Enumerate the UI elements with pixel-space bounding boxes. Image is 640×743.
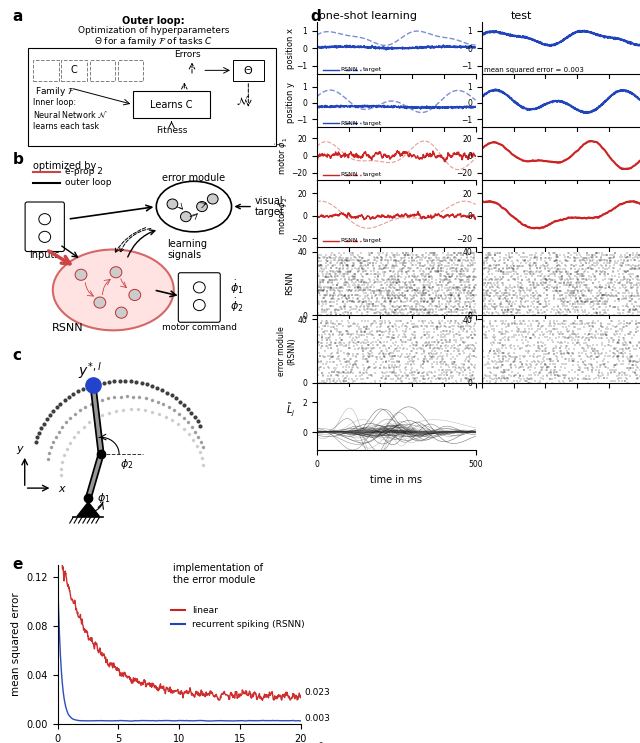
Text: $\mathcal{N}$: $\mathcal{N}$ (236, 94, 250, 107)
Text: C: C (71, 65, 77, 75)
Circle shape (94, 297, 106, 308)
Bar (90, 59, 115, 81)
Text: mean squared error = 0.003: mean squared error = 0.003 (484, 67, 584, 73)
Circle shape (39, 214, 51, 224)
Polygon shape (77, 502, 99, 516)
Text: $\Theta$: $\Theta$ (243, 65, 253, 77)
Text: Optimization of hyperparameters: Optimization of hyperparameters (78, 26, 229, 35)
Circle shape (193, 299, 205, 311)
Legend: linear, recurrent spiking (RSNN): linear, recurrent spiking (RSNN) (168, 603, 308, 632)
X-axis label: time in ms: time in ms (370, 475, 422, 484)
Text: $\phi_2$: $\phi_2$ (120, 457, 134, 471)
Text: $\Theta$ for a family $\mathcal{F}$ of tasks $C$: $\Theta$ for a family $\mathcal{F}$ of t… (94, 36, 213, 48)
Text: target: target (362, 120, 382, 126)
Circle shape (129, 290, 141, 300)
Y-axis label: motor $\dot{\phi}_1$: motor $\dot{\phi}_1$ (274, 137, 290, 175)
Text: d: d (310, 9, 321, 24)
Text: learning
signals: learning signals (167, 239, 207, 260)
Text: e: e (13, 557, 23, 572)
Text: Learns C: Learns C (150, 100, 193, 110)
Text: RSNN: RSNN (340, 120, 358, 126)
Text: x: x (58, 484, 65, 494)
Text: outer loop: outer loop (65, 178, 111, 187)
Text: 0.003: 0.003 (305, 714, 330, 723)
Text: $\dot{\phi}_2$: $\dot{\phi}_2$ (230, 296, 244, 314)
Ellipse shape (53, 250, 174, 331)
Circle shape (39, 231, 51, 242)
Text: test: test (511, 11, 532, 21)
Text: b: b (13, 152, 24, 167)
Text: one-shot learning: one-shot learning (319, 11, 417, 21)
Circle shape (180, 212, 191, 221)
Y-axis label: position y: position y (285, 82, 294, 123)
Ellipse shape (156, 181, 232, 232)
Text: Outer loop:: Outer loop: (122, 16, 185, 26)
Text: RSNN: RSNN (52, 322, 83, 333)
Y-axis label: motor $\dot{\phi}_2$: motor $\dot{\phi}_2$ (274, 197, 290, 235)
Text: optimized by: optimized by (33, 161, 96, 171)
Text: Errors: Errors (174, 50, 201, 59)
Bar (118, 59, 143, 81)
Text: e-prop 2: e-prop 2 (65, 166, 103, 175)
Y-axis label: mean squared error: mean squared error (11, 593, 21, 696)
Text: Family $\mathcal{F}$: Family $\mathcal{F}$ (35, 85, 76, 97)
Y-axis label: position x: position x (285, 27, 294, 69)
Circle shape (207, 194, 218, 204)
Y-axis label: error module
(RSNN): error module (RSNN) (276, 326, 296, 376)
Circle shape (110, 267, 122, 278)
Text: implementation of
the error module: implementation of the error module (173, 563, 263, 585)
FancyBboxPatch shape (25, 202, 65, 252)
Circle shape (75, 269, 87, 280)
Y-axis label: $\tilde{L}_j$: $\tilde{L}_j$ (286, 401, 296, 418)
Bar (133, 91, 210, 118)
Text: target: target (362, 239, 382, 243)
Text: RSNN: RSNN (340, 68, 358, 73)
Text: $\phi_1$: $\phi_1$ (97, 491, 110, 504)
Bar (28, 48, 276, 146)
Text: visual
target: visual target (254, 195, 284, 218)
Text: target: target (362, 68, 382, 73)
Text: error module: error module (163, 172, 225, 183)
Bar (61, 59, 87, 81)
Text: c: c (13, 348, 22, 363)
Text: RSNN: RSNN (340, 239, 358, 243)
Text: 0.023: 0.023 (305, 688, 330, 697)
Bar (33, 59, 59, 81)
Text: y: y (17, 444, 23, 455)
Bar (233, 59, 264, 81)
Text: a: a (13, 9, 23, 24)
Text: RSNN: RSNN (340, 172, 358, 177)
Circle shape (115, 307, 127, 318)
Y-axis label: RSNN: RSNN (285, 271, 294, 296)
Text: $10^3$: $10^3$ (306, 740, 324, 743)
Text: Inner loop:
Neural Network $\mathcal{N}$
learns each task: Inner loop: Neural Network $\mathcal{N}$… (33, 98, 109, 131)
Circle shape (196, 201, 207, 212)
Text: Fitness: Fitness (156, 126, 188, 135)
Text: motor command: motor command (162, 323, 237, 332)
FancyBboxPatch shape (179, 273, 220, 322)
Text: $y^{*,l}$: $y^{*,l}$ (79, 360, 102, 381)
Circle shape (167, 199, 178, 209)
Text: inputs: inputs (29, 250, 60, 259)
Circle shape (193, 282, 205, 293)
Text: $\dot{\phi}_1$: $\dot{\phi}_1$ (230, 279, 244, 296)
Text: target: target (362, 172, 382, 177)
